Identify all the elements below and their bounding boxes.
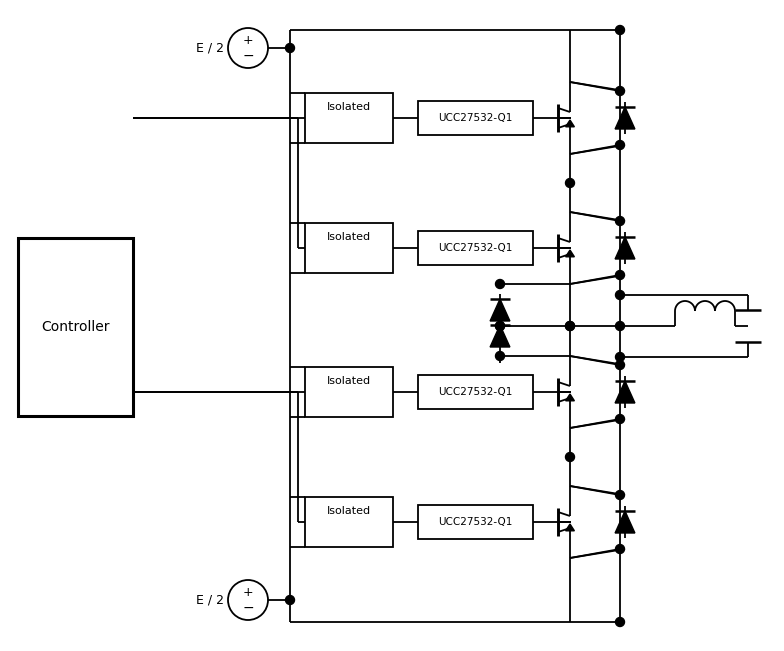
Circle shape [615, 87, 625, 96]
Circle shape [615, 290, 625, 299]
Circle shape [615, 141, 625, 150]
Circle shape [228, 580, 268, 620]
Circle shape [495, 279, 504, 288]
Text: Isolated: Isolated [327, 232, 371, 242]
Bar [305, 367, 393, 417]
Bar [18, 238, 133, 416]
Polygon shape [615, 107, 635, 129]
Circle shape [565, 178, 575, 187]
Bar [418, 231, 533, 265]
Polygon shape [565, 524, 575, 531]
Circle shape [615, 361, 625, 370]
Polygon shape [565, 120, 575, 127]
Text: +: + [243, 587, 253, 600]
Circle shape [615, 352, 625, 361]
Text: Controller: Controller [42, 320, 110, 334]
Circle shape [565, 322, 575, 331]
Bar [305, 223, 393, 273]
Circle shape [285, 596, 295, 605]
Bar [305, 497, 393, 547]
Polygon shape [490, 299, 510, 321]
Polygon shape [615, 511, 635, 533]
Text: UCC27532-Q1: UCC27532-Q1 [438, 243, 513, 253]
Bar [305, 93, 393, 143]
Circle shape [495, 352, 504, 361]
Circle shape [228, 28, 268, 68]
Text: Isolated: Isolated [327, 376, 371, 386]
Text: −: − [242, 601, 254, 615]
Circle shape [285, 44, 295, 53]
Text: Isolated: Isolated [327, 506, 371, 516]
Circle shape [615, 271, 625, 279]
Circle shape [495, 322, 504, 331]
Circle shape [615, 544, 625, 553]
Polygon shape [615, 237, 635, 259]
Circle shape [615, 25, 625, 35]
Text: E / 2: E / 2 [196, 42, 224, 55]
Circle shape [565, 452, 575, 462]
Bar [418, 505, 533, 539]
Circle shape [615, 415, 625, 424]
Polygon shape [565, 394, 575, 401]
Text: UCC27532-Q1: UCC27532-Q1 [438, 387, 513, 397]
Polygon shape [615, 381, 635, 403]
Text: UCC27532-Q1: UCC27532-Q1 [438, 113, 513, 123]
Text: UCC27532-Q1: UCC27532-Q1 [438, 517, 513, 527]
Text: Isolated: Isolated [327, 102, 371, 112]
Circle shape [615, 618, 625, 626]
Circle shape [615, 217, 625, 225]
Polygon shape [565, 250, 575, 256]
Bar [418, 375, 533, 409]
Text: −: − [242, 49, 254, 63]
Circle shape [495, 322, 504, 331]
Polygon shape [490, 325, 510, 347]
Circle shape [615, 322, 625, 331]
Circle shape [565, 322, 575, 331]
Bar [418, 101, 533, 135]
Text: E / 2: E / 2 [196, 594, 224, 607]
Text: +: + [243, 35, 253, 48]
Circle shape [615, 490, 625, 499]
